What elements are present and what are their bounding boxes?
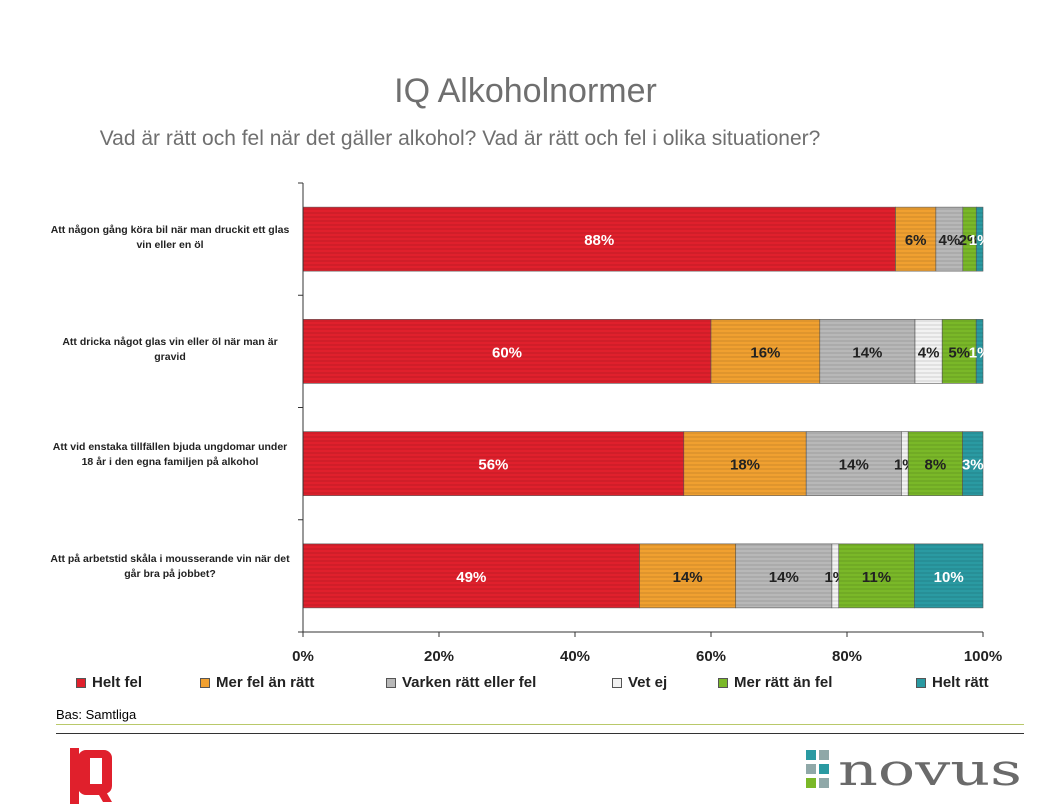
bar-segment-texture [639,543,736,608]
legend-swatch [386,677,396,688]
bar-data-label: 8% [925,457,947,474]
x-tick-label: 100% [964,648,1002,665]
bar-segment-texture [683,431,807,496]
bar-segment-texture [303,319,711,384]
legend-item: Mer fel än rätt [200,674,314,691]
novus-logo: novus [806,748,1022,788]
bar-data-label: 88% [584,232,614,249]
bar-segment-texture [819,319,915,384]
bar-data-label: 49% [456,569,486,586]
bar-data-label: 5% [948,344,970,361]
bar-data-label: 1% [969,344,991,361]
footer-rule-green [56,724,1024,725]
bar-segment-texture [915,319,943,384]
legend-swatch [612,677,622,688]
bar-data-label: 4% [918,344,940,361]
bar-segment-texture [303,431,684,496]
base-note: Bas: Samtliga [56,707,137,722]
bar-segment-texture [735,543,832,608]
legend-item: Mer rätt än fel [718,674,832,691]
legend-item: Helt fel [76,674,142,691]
bar-data-label: 14% [839,457,869,474]
legend-label: Mer rätt än fel [734,674,833,691]
bar-segment-texture [711,319,820,384]
bar-segment-texture [976,207,983,272]
bar-data-label: 11% [862,569,891,586]
x-tick-label: 0% [292,648,314,665]
bar-segment-texture [838,543,915,608]
bar-data-label: 56% [478,457,508,474]
bar-data-label: 2% [959,232,981,249]
bar-data-label: 18% [730,457,760,474]
legend-label: Vet ej [628,674,668,691]
x-tick-label: 40% [560,648,590,665]
bar-segment-texture [962,207,977,272]
x-tick-label: 80% [832,648,862,665]
bar-segment-texture [901,431,909,496]
legend-item: Vet ej [612,674,667,691]
bar-data-label: 4% [938,232,960,249]
bar-segment-texture [303,207,896,272]
legend-label: Mer fel än rätt [216,674,315,691]
bar-segment-texture [303,543,640,608]
category-label: Att vid enstaka tillfällen bjuda ungdoma… [52,441,288,469]
bar-segment-texture [962,431,983,496]
x-tick-label: 60% [696,648,726,665]
bar-data-label: 3% [962,457,984,474]
chart-legend: Helt fel Mer fel än rätt Varken rätt eller… [76,674,1036,694]
bar-data-label: 14% [769,569,799,586]
novus-wordmark: novus [838,748,1022,788]
bar-segment-texture [976,319,983,384]
iq-logo [70,748,112,804]
bar-segment-texture [914,543,983,608]
footer-rule-dark [56,733,1024,734]
legend-swatch [200,677,210,688]
page-subtitle: Vad är rätt och fel när det gäller alkoh… [99,127,821,150]
bar-segment-texture [831,543,839,608]
legend-item: Varken rätt eller fel [386,674,536,691]
bar-data-label: 60% [492,344,522,361]
legend-item: Helt rätt [916,674,989,691]
legend-label: Helt fel [92,674,143,691]
bar-segment-texture [908,431,963,496]
legend-label: Varken rätt eller fel [402,674,537,691]
x-tick-label: 20% [424,648,454,665]
legend-swatch [916,677,926,688]
bar-segment-texture [942,319,977,384]
bar-segment-texture [806,431,902,496]
bar-segment-texture [935,207,963,272]
category-label: Att någon gång köra bil när man druckit … [50,224,290,252]
category-label: Att på arbetstid skåla i mousserande vin… [50,553,290,581]
legend-swatch [76,677,86,688]
bar-data-label: 6% [905,232,927,249]
page-title: IQ Alkoholnormer [394,72,657,110]
bar-data-label: 14% [852,344,882,361]
bar-data-label: 14% [673,569,703,586]
bar-data-label: 10% [934,569,964,586]
legend-swatch [718,677,728,688]
bar-data-label: 16% [750,344,780,361]
category-label: Att dricka något glas vin eller öl när m… [62,336,278,364]
bar-segment-texture [895,207,936,272]
bar-data-label: 1% [969,232,991,249]
legend-label: Helt rätt [932,674,989,691]
